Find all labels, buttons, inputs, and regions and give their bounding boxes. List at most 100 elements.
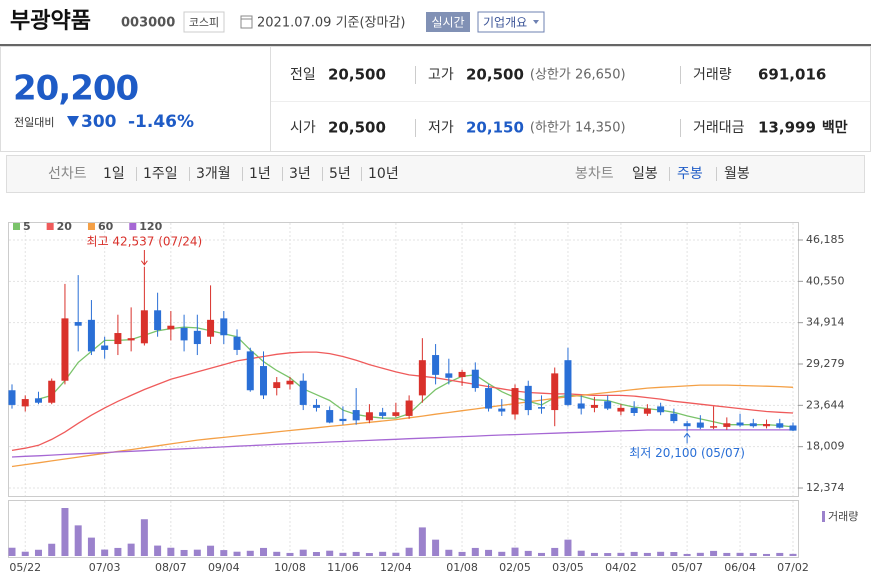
tab-group-label: 봉차트: [575, 166, 614, 182]
summary-value: 20,500: [328, 66, 386, 84]
volume-bar: [379, 551, 387, 556]
volume-bar: [577, 550, 585, 556]
annotation-head: [140, 260, 148, 266]
volume-bar: [445, 549, 453, 556]
legend-label: 120: [139, 220, 162, 233]
volume-bar: [154, 545, 162, 556]
x-tick-label: 05/07: [671, 561, 703, 574]
candle-body: [87, 319, 95, 352]
down-triangle: [67, 116, 79, 127]
volume-legend-swatch: [822, 511, 825, 522]
volume-bar: [657, 551, 665, 556]
volume-bar: [749, 553, 757, 556]
candle-body: [498, 408, 506, 412]
volume-bar: [405, 547, 413, 556]
realtime-label[interactable]: 실시간: [431, 16, 464, 30]
volume-bar: [48, 543, 56, 556]
summary: 전일 20,500 고가 20,500 (상한가 26,650) 거래량 691,016 시가…: [290, 66, 848, 137]
y-tick-label: 23,644: [806, 398, 845, 411]
volume-bar: [260, 547, 268, 556]
candle-body: [154, 310, 162, 331]
volume-bar: [524, 550, 532, 556]
candle-body: [683, 423, 691, 427]
legend-label: 5: [23, 220, 31, 233]
chart: 12,374 18,009 23,644 29,279 34,914 40,550 46,1…: [8, 220, 858, 574]
summary-note: (상한가 26,650): [530, 68, 626, 83]
tab[interactable]: 일봉: [632, 166, 658, 182]
volume-bar: [696, 552, 704, 556]
candle-body: [485, 388, 493, 409]
x-tick-label: 07/03: [89, 561, 121, 574]
volume-bar: [723, 552, 731, 556]
quote-panel: [0, 46, 871, 152]
volume-bar: [140, 519, 148, 556]
volume-bar: [776, 552, 784, 556]
candle-body: [286, 380, 294, 385]
candle-body: [392, 412, 400, 416]
volume-bar: [74, 525, 82, 556]
volume-bar: [352, 551, 360, 556]
ma-line: [11, 429, 793, 458]
change-rate: -1.46%: [128, 112, 194, 132]
tab[interactable]: 주봉: [677, 166, 703, 182]
volume-bar: [233, 551, 241, 556]
candle-body: [604, 401, 612, 409]
candle-body: [299, 380, 307, 405]
stock-code: 003000: [121, 16, 175, 31]
candle-body: [273, 382, 281, 389]
tab[interactable]: 월봉: [724, 166, 750, 182]
y-tick-label: 12,374: [806, 481, 845, 494]
legend-swatch: [129, 223, 137, 230]
company-label[interactable]: 기업개요: [483, 16, 527, 30]
volume-bar: [604, 553, 612, 556]
volume-bar: [167, 547, 175, 556]
volume-bar: [286, 552, 294, 556]
candle-body: [61, 318, 69, 381]
candle-body: [776, 423, 784, 428]
volume-bar: [471, 547, 479, 556]
candle-body: [352, 410, 360, 421]
change: 300: [81, 112, 117, 132]
stock-name: 부광약품: [10, 9, 91, 34]
tab[interactable]: 1일: [103, 166, 125, 182]
volume-bar: [21, 551, 29, 556]
price: 20,200: [13, 69, 139, 109]
ma-line: [11, 384, 794, 468]
volume-bar: [418, 527, 426, 556]
y-tick-label: 34,914: [806, 316, 845, 329]
tab[interactable]: 5년: [329, 166, 351, 182]
tab[interactable]: 1년: [249, 166, 271, 182]
summary-unit: 백만: [822, 120, 848, 136]
candle-body: [339, 418, 347, 422]
annotation-head: [683, 432, 691, 438]
candle-body: [670, 413, 678, 422]
header-rule: [0, 44, 871, 46]
realtime-button[interactable]: [426, 12, 470, 32]
tab[interactable]: 3년: [289, 166, 311, 182]
candle-body: [260, 366, 268, 396]
candle-body: [21, 399, 29, 407]
tab[interactable]: 3개월: [196, 166, 231, 182]
candle-body: [365, 412, 373, 421]
tab[interactable]: 1주일: [143, 166, 178, 182]
candle-body: [207, 319, 215, 337]
summary-value: 13,999: [758, 119, 816, 137]
tabs: 선차트 1일 1주일 3개월 1년 3년 5년 10년 봉차트 일봉 주봉 월봉: [48, 166, 750, 182]
candle-body: [736, 422, 744, 426]
volume-bar: [180, 549, 188, 556]
candle-body: [180, 327, 188, 341]
x-tick-label: 09/04: [208, 561, 240, 574]
x-tick-label: 10/08: [274, 561, 306, 574]
volume-bar: [101, 549, 109, 556]
y-tick-label: 18,009: [806, 440, 845, 453]
company-button[interactable]: [477, 11, 545, 33]
y-tick-label: 29,279: [806, 357, 845, 370]
tab[interactable]: 10년: [368, 166, 399, 182]
candle-body: [114, 333, 122, 345]
candle-body: [193, 330, 201, 345]
market: 코스피: [189, 16, 219, 29]
candle-body: [657, 406, 665, 413]
volume-bar: [763, 553, 771, 556]
volume-bar: [312, 552, 320, 556]
annotation: 최고 42,537 (07/24): [87, 235, 203, 249]
